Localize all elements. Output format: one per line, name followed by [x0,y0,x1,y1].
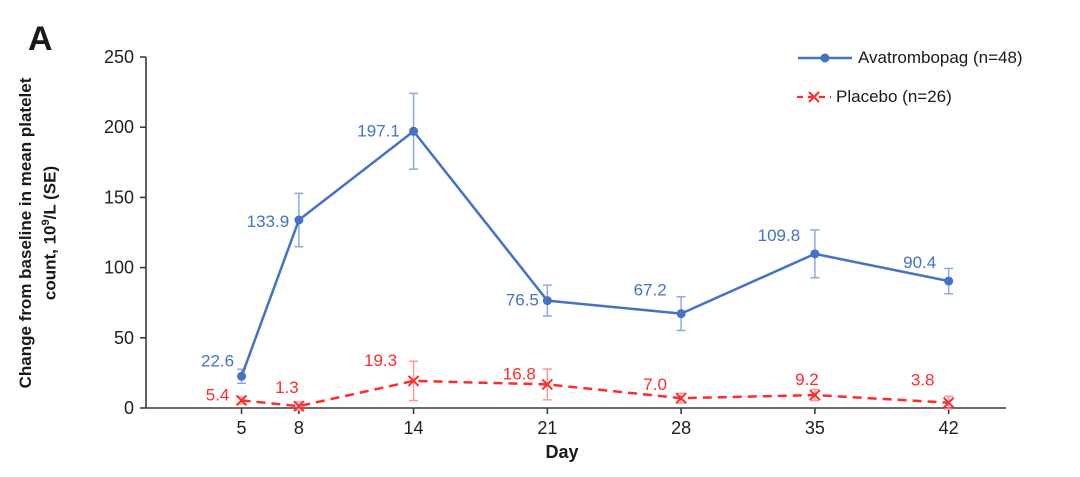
x-tick-label: 21 [537,418,557,438]
series-avatrombopag: 22.6 133.9 197.1 76.5 67.2 109.8 90.4 [201,92,954,385]
data-label: 3.8 [911,371,935,390]
y-tick-label: 150 [104,187,134,207]
x-tick-label: 5 [237,418,247,438]
data-label: 22.6 [201,351,234,370]
circle-marker [944,276,954,286]
circle-marker [237,371,247,381]
legend: Avatrombopag (n=48) Placebo (n=26) [796,45,1023,110]
legend-item-avatrombopag: Avatrombopag (n=48) [796,45,1023,71]
y-tick-label: 0 [124,398,134,418]
x-tick-label: 28 [671,418,691,438]
y-tick-label: 250 [104,47,134,67]
y-tick-label: 100 [104,258,134,278]
y-axis-title-line2: count, 109/L (SE) [40,165,60,301]
legend-label-avatrombopag: Avatrombopag (n=48) [858,48,1023,67]
legend-dash-x-icon [797,91,831,103]
x-tick-label: 14 [404,418,424,438]
data-label: 133.9 [247,212,290,231]
circle-marker [409,126,419,136]
circle-marker [294,215,304,225]
x-axis-title: Day [545,442,579,462]
data-label: 7.0 [643,375,667,394]
series-placebo: 5.4 1.3 19.3 16.8 7.0 9.2 3.8 [206,351,955,412]
data-label: 76.5 [506,291,539,310]
y-tick-label: 200 [104,117,134,137]
y-axis-title: Change from baseline in mean platelet co… [16,52,60,414]
data-label: 67.2 [634,281,667,300]
circle-marker [810,249,820,259]
series-line [241,379,949,408]
data-label: 16.8 [503,364,536,383]
data-label: 1.3 [275,378,299,397]
data-label: 90.4 [903,253,936,272]
legend-item-placebo: Placebo (n=26) [796,84,1023,110]
data-label: 5.4 [206,385,230,404]
data-label: 9.2 [795,370,819,389]
circle-marker [676,309,686,319]
axes: 0 50 100 150 200 250 5 8 14 21 28 35 42 [104,47,1006,438]
data-label: 109.8 [758,226,801,245]
x-tick-label: 35 [805,418,825,438]
y-tick-label: 50 [114,328,134,348]
circle-marker [542,296,552,306]
legend-line-circle-icon [798,53,852,63]
x-tick-label: 42 [939,418,959,438]
y-axis-title-line1: Change from baseline in mean platelet [16,77,36,389]
superscript-9: 9 [40,219,53,226]
data-label: 19.3 [364,351,397,370]
panel-label: A [28,20,53,58]
x-tick-label: 8 [294,418,304,438]
series-line [240,130,949,377]
legend-label-placebo: Placebo (n=26) [836,87,952,106]
data-label: 197.1 [357,121,400,140]
